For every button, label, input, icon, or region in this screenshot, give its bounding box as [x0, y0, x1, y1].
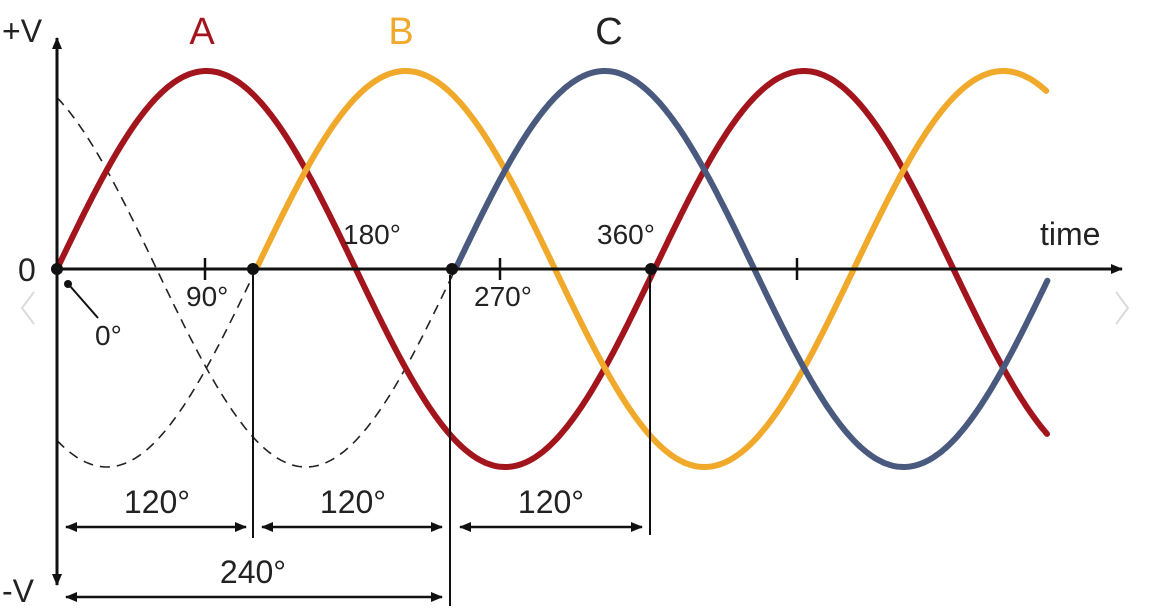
origin-label: 0: [18, 252, 36, 288]
span-label-0-120: 120°: [124, 484, 190, 520]
span-label-240-360: 120°: [518, 484, 584, 520]
cycle-end-dot: [645, 263, 657, 275]
origin-dot: [51, 263, 63, 275]
angle-label-360: 360°: [597, 219, 655, 250]
origin-angle-label: 0°: [95, 320, 122, 351]
phase-c-wave: [452, 68, 1051, 470]
carousel-prev-icon[interactable]: [18, 288, 38, 328]
phase-b-start-dot: [247, 263, 259, 275]
angle-label-180: 180°: [343, 219, 401, 250]
origin-angle-pointer: [69, 285, 99, 319]
phase-c-label: C: [595, 11, 622, 53]
phase-b-label: B: [388, 11, 413, 53]
angle-label-90: 90°: [186, 281, 228, 312]
y-axis-bottom-label: -V: [2, 573, 35, 609]
origin-pointer-dot: [64, 280, 72, 288]
y-axis-top-label: +V: [2, 13, 43, 49]
span-label-0-240: 240°: [220, 554, 286, 590]
angle-label-270: 270°: [474, 281, 532, 312]
phase-c-start-dot: [446, 263, 458, 275]
carousel-next-icon[interactable]: [1112, 288, 1132, 328]
dashed-reference-curve-2: [56, 96, 456, 468]
phase-a-label: A: [189, 11, 215, 53]
x-axis-label: time: [1040, 216, 1100, 252]
span-label-120-240: 120°: [320, 484, 386, 520]
dashed-reference-curve-1: [56, 271, 256, 468]
phase-b-wave: [253, 68, 1050, 470]
phase-a-wave: [54, 68, 1050, 470]
